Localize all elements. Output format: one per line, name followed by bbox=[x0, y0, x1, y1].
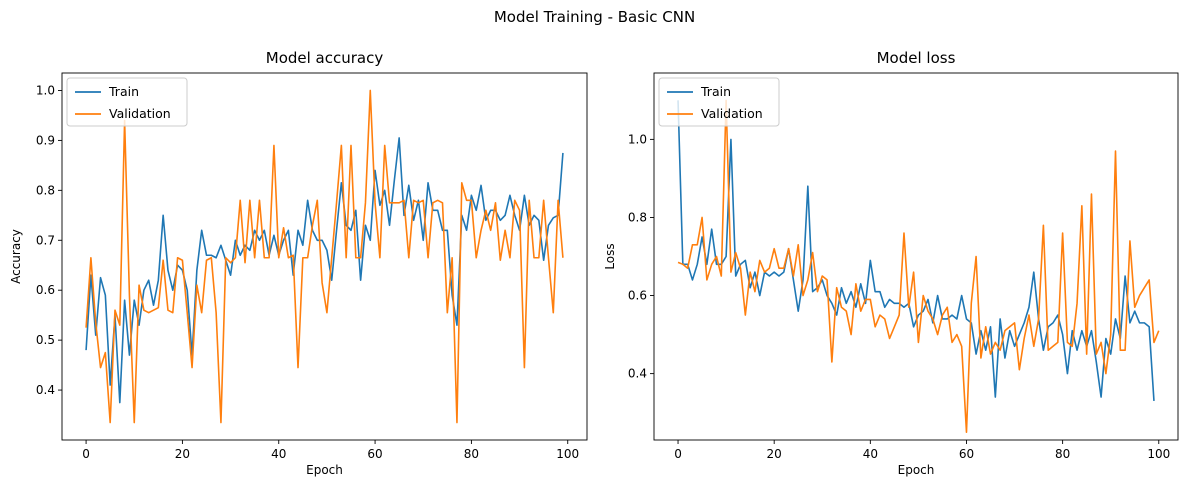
x-axis-label: Epoch bbox=[898, 463, 935, 477]
legend-label-train: Train bbox=[108, 84, 139, 99]
accuracy-panel: Model accuracy 0 20 40 60 80 100 0.4 0.5 0.6 0.7 0.… bbox=[9, 49, 588, 477]
y-tick-label: 0.4 bbox=[628, 367, 647, 381]
x-tick-label: 60 bbox=[367, 447, 382, 461]
x-tick-label: 40 bbox=[271, 447, 286, 461]
chart-title: Model accuracy bbox=[266, 49, 384, 67]
y-axis-label: Loss bbox=[603, 243, 617, 269]
axes-frame bbox=[653, 72, 1179, 441]
x-tick-label: 100 bbox=[556, 447, 579, 461]
y-tick-label: 0.8 bbox=[628, 210, 647, 224]
y-tick-label: 0.8 bbox=[36, 183, 55, 197]
series-line-validation bbox=[85, 89, 564, 424]
axes-frame bbox=[61, 72, 588, 441]
x-tick-label: 80 bbox=[1055, 447, 1070, 461]
legend-label-train: Train bbox=[700, 84, 731, 99]
loss-panel: Model loss 0 20 40 60 80 100 0.4 0.6 0.8 1.0 Epoch L… bbox=[603, 49, 1179, 477]
x-tick-label: 60 bbox=[959, 447, 974, 461]
legend-label-validation: Validation bbox=[109, 106, 171, 121]
y-axis-label: Accuracy bbox=[9, 229, 23, 284]
x-tick-label: 0 bbox=[674, 447, 682, 461]
series-line-train bbox=[677, 100, 1155, 402]
x-tick-label: 80 bbox=[464, 447, 479, 461]
x-tick-label: 20 bbox=[175, 447, 190, 461]
y-tick-label: 0.6 bbox=[628, 289, 647, 303]
y-tick-label: 0.7 bbox=[36, 233, 55, 247]
chart-title: Model loss bbox=[877, 49, 956, 67]
legend-label-validation: Validation bbox=[701, 106, 763, 121]
x-tick-label: 20 bbox=[767, 447, 782, 461]
y-tick-label: 0.9 bbox=[36, 133, 55, 147]
y-tick-label: 0.4 bbox=[36, 383, 55, 397]
x-axis-label: Epoch bbox=[306, 463, 343, 477]
series-line-train bbox=[85, 137, 564, 404]
x-tick-label: 0 bbox=[82, 447, 90, 461]
y-tick-label: 0.6 bbox=[36, 283, 55, 297]
x-tick-label: 40 bbox=[863, 447, 878, 461]
y-tick-label: 1.0 bbox=[628, 132, 647, 146]
figure-title: Model Training - Basic CNN bbox=[493, 8, 696, 26]
series-line-validation bbox=[677, 99, 1160, 433]
y-tick-label: 1.0 bbox=[36, 83, 55, 97]
x-tick-label: 100 bbox=[1147, 447, 1170, 461]
y-tick-label: 0.5 bbox=[36, 333, 55, 347]
